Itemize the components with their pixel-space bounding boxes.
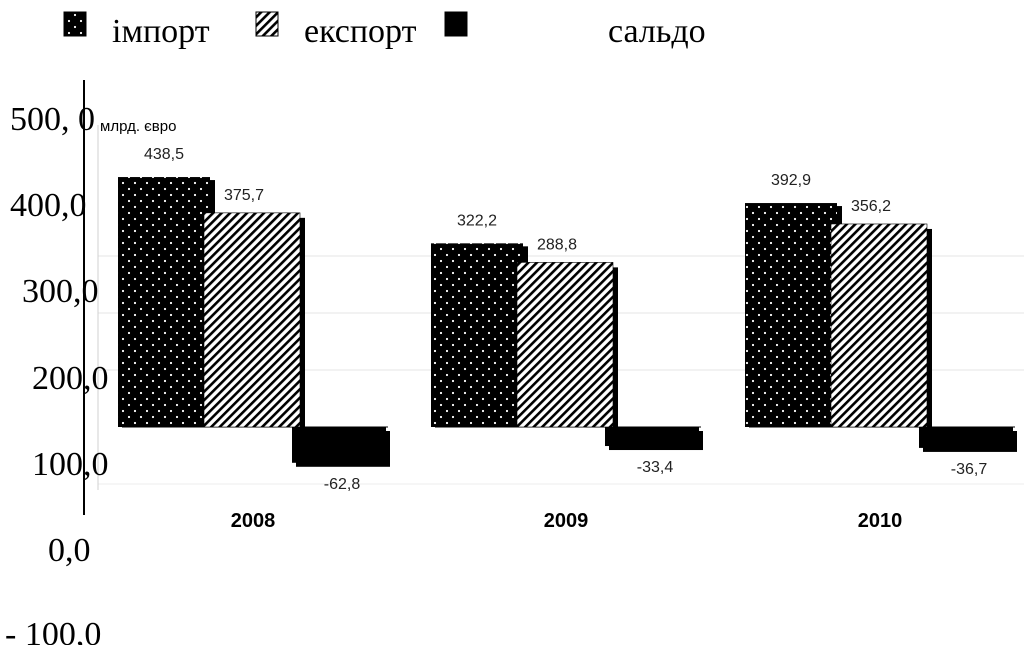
bar-group-2008 [118, 177, 390, 467]
bar-shadow-export-2010 [927, 228, 932, 427]
bar-import-2010 [745, 203, 837, 427]
legend-label-0: імпорт [112, 13, 210, 50]
data-labels: 438,5 375,7 -62,8 322,2 288,8 -33,4 392,9 356,2… [144, 146, 987, 493]
y-tick-label-2: 300,0 [22, 273, 99, 310]
bars [118, 177, 1017, 467]
value-label-balance-2010: -36,7 [951, 461, 988, 478]
value-label-import-2010: 392,9 [771, 172, 811, 189]
y-tick-label-6: - 100,0 [5, 616, 101, 645]
legend: імпорт експорт сальдо [63, 11, 706, 50]
bar-group-2010 [745, 203, 1017, 452]
legend-swatch-2 [444, 11, 468, 37]
y-tick-label-1: 400,0 [10, 187, 87, 224]
y-tick-label-5: 0,0 [48, 532, 91, 569]
bar-balance-2008 [292, 427, 386, 463]
value-label-export-2009: 288,8 [537, 236, 577, 253]
x-axis: 2008 2009 2010 [231, 510, 903, 532]
legend-label-1: експорт [304, 13, 417, 50]
bar-group-2009 [431, 243, 703, 451]
value-label-import-2008: 438,5 [144, 146, 184, 163]
legend-label-2: сальдо [608, 13, 706, 50]
bar-balance-2009 [605, 427, 699, 447]
y-unit-label: млрд. євро [100, 118, 176, 135]
x-category-label-2008: 2008 [231, 510, 276, 532]
bar-import-2008 [118, 177, 210, 427]
bar-import-2009 [431, 243, 523, 427]
bar-shadow-export-2008 [300, 217, 305, 427]
value-label-export-2010: 356,2 [851, 198, 891, 215]
y-tick-label-0: 500, 0 [10, 101, 95, 138]
x-category-label-2010: 2010 [858, 510, 903, 532]
value-label-export-2008: 375,7 [224, 187, 264, 204]
legend-swatch-0 [63, 11, 87, 37]
y-tick-label-4: 100,0 [32, 446, 109, 483]
x-category-label-2009: 2009 [544, 510, 589, 532]
bar-export-2010 [830, 223, 928, 428]
legend-swatch-1 [255, 11, 279, 37]
bar-shadow-export-2009 [613, 267, 618, 427]
value-label-import-2009: 322,2 [457, 212, 497, 229]
bar-export-2009 [516, 262, 614, 428]
value-label-balance-2009: -33,4 [637, 459, 674, 476]
y-tick-label-3: 200,0 [32, 360, 109, 397]
value-label-balance-2008: -62,8 [324, 476, 361, 493]
bar-export-2008 [203, 212, 301, 428]
y-axis: 500, 0 400,0 300,0 200,0 100,0 0,0 - 100,0 млрд… [5, 80, 176, 645]
bar-balance-2010 [919, 427, 1013, 448]
